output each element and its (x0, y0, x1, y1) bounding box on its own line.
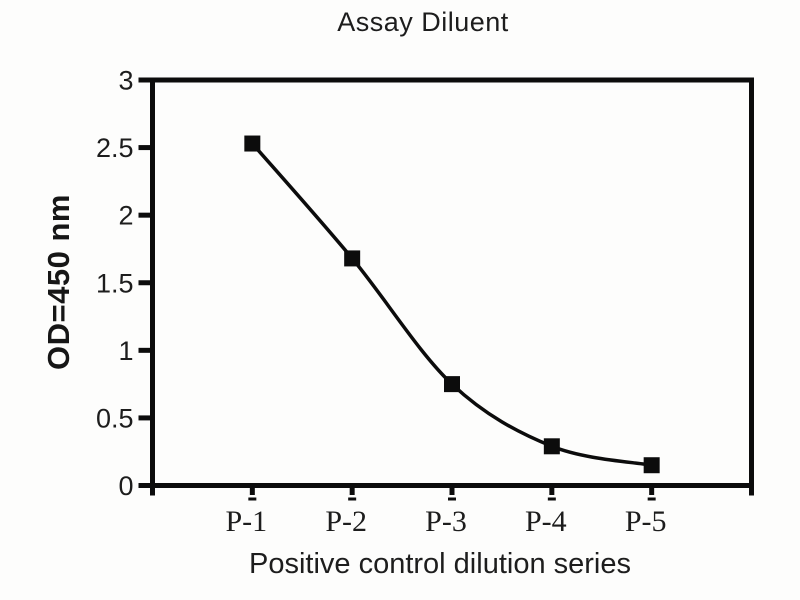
chart-title: Assay Diluent (337, 7, 509, 37)
y-tick-label: 1.5 (96, 268, 134, 298)
data-point-marker (643, 457, 660, 474)
y-tick-label: 3 (118, 66, 133, 96)
x-tick-label: P-5 (625, 505, 667, 538)
x-tick-label: P-4 (525, 505, 567, 538)
y-tick-label: 2.5 (96, 133, 134, 163)
x-tick-label: P-1 (225, 505, 267, 538)
x-tick-label: P-2 (325, 505, 367, 538)
data-point-marker (244, 135, 261, 152)
data-point-marker (543, 438, 560, 455)
series-line (251, 142, 652, 467)
plot-frame (150, 77, 754, 488)
y-tick-label: 0 (118, 471, 133, 501)
x-axis-title: Positive control dilution series (248, 548, 631, 580)
y-tick-label: 2 (118, 201, 133, 231)
y-tick-label: 0.5 (96, 403, 134, 433)
y-tick-label: 1 (118, 336, 133, 366)
data-point-marker (344, 250, 361, 267)
x-tick-label: P-3 (425, 505, 467, 538)
data-point-marker (444, 376, 460, 393)
